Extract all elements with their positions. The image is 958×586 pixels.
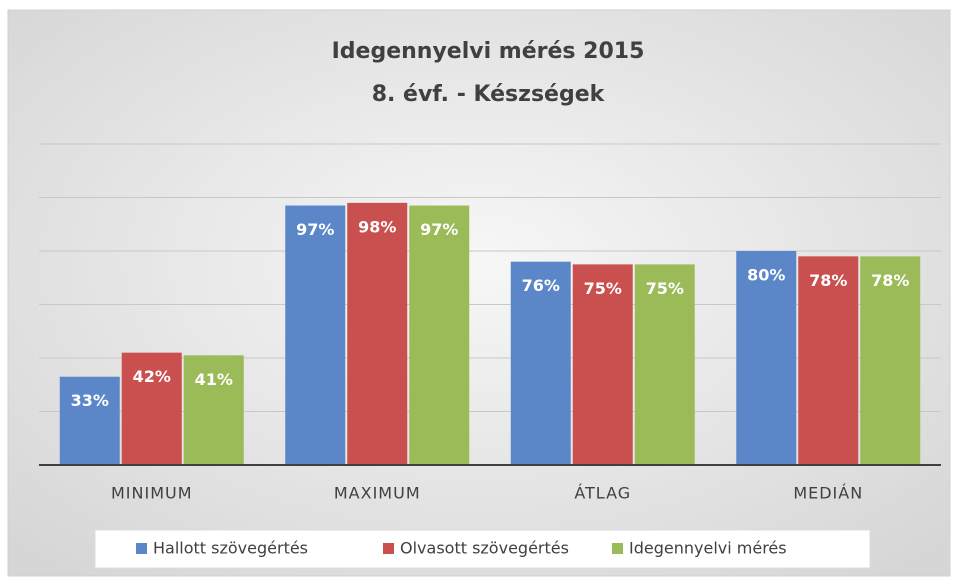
legend-swatch [612, 543, 623, 554]
chart-subtitle: 8. évf. - Készségek [372, 82, 606, 107]
legend-label: Hallott szövegértés [153, 539, 308, 558]
bar [634, 264, 695, 465]
data-label: 97% [296, 220, 334, 239]
bar [409, 205, 470, 465]
bar [736, 251, 797, 465]
data-label: 78% [809, 271, 847, 290]
data-label: 42% [133, 367, 171, 386]
data-label: 41% [195, 370, 233, 389]
data-label: 97% [420, 220, 458, 239]
data-label: 98% [358, 217, 396, 236]
data-label: 76% [522, 276, 560, 295]
legend-label: Olvasott szövegértés [400, 539, 569, 558]
bar [183, 355, 244, 465]
legend-swatch [383, 543, 394, 554]
bar [285, 205, 346, 465]
x-tick-label: MEDIÁN [793, 484, 863, 503]
bar [121, 352, 182, 465]
chart-title: Idegennyelvi mérés 2015 [332, 39, 645, 64]
data-label: 80% [747, 266, 785, 285]
data-label: 78% [871, 271, 909, 290]
bar [347, 202, 408, 465]
data-label: 33% [71, 391, 109, 410]
data-label: 75% [584, 279, 622, 298]
legend-swatch [136, 543, 147, 554]
x-tick-label: MAXIMUM [334, 484, 421, 503]
bar [798, 256, 859, 465]
x-tick-label: ÁTLAG [574, 484, 631, 503]
bar [572, 264, 633, 465]
bar [510, 261, 571, 465]
data-label: 75% [646, 279, 684, 298]
bar [860, 256, 921, 465]
x-tick-label: MINIMUM [111, 484, 193, 503]
legend-box [94, 529, 871, 569]
bar [59, 376, 120, 465]
legend-label: Idegennyelvi mérés [629, 539, 787, 558]
